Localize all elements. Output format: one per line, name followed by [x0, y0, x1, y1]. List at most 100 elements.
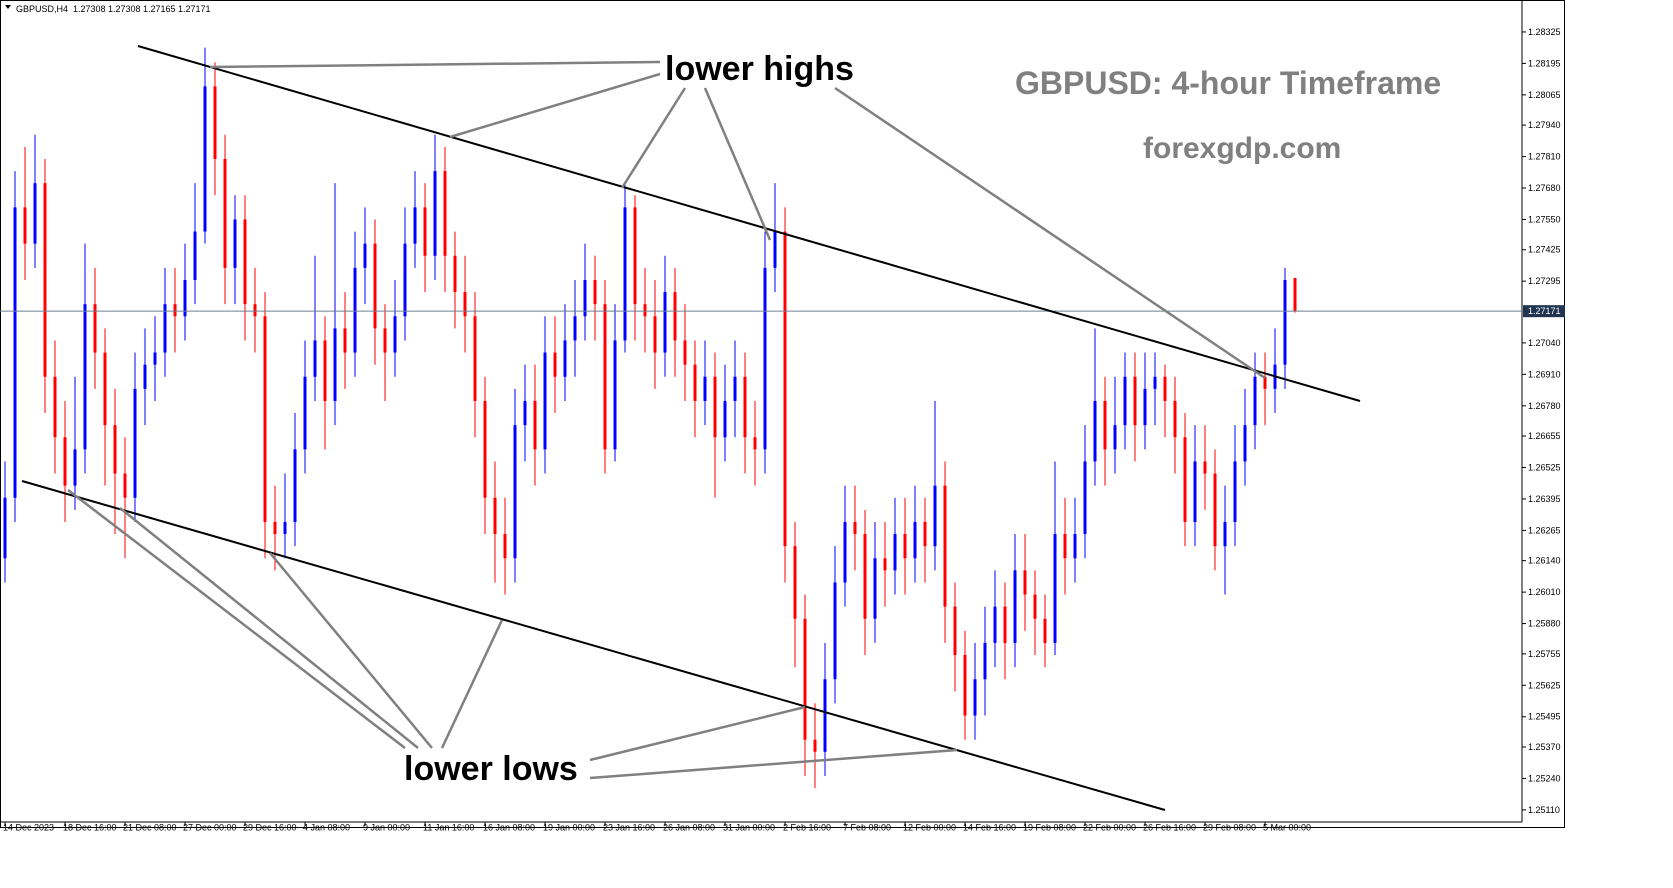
- x-tick-label: 14 Dec 2023: [3, 822, 54, 832]
- candle-body: [693, 364, 697, 401]
- candle-body: [983, 642, 987, 680]
- candle-body: [193, 231, 197, 280]
- candle-body: [313, 340, 317, 377]
- candle-body: [393, 316, 397, 353]
- candle-body: [1143, 388, 1147, 426]
- candle-body: [333, 328, 337, 401]
- candle-body: [343, 328, 347, 353]
- candle-body: [513, 425, 517, 559]
- candle-body: [883, 558, 887, 571]
- y-tick-label: 1.25370: [1528, 742, 1561, 752]
- candle-body: [993, 606, 997, 643]
- candle-body: [803, 618, 807, 740]
- candle-body: [43, 183, 47, 377]
- candle-body: [1153, 376, 1157, 389]
- candle-body: [403, 243, 407, 317]
- y-tick-label: 1.25625: [1528, 680, 1561, 690]
- candle-body: [763, 267, 767, 450]
- candle-body: [973, 679, 977, 716]
- candle-body: [353, 267, 357, 353]
- candle-body: [303, 376, 307, 450]
- candle-body: [903, 534, 907, 559]
- pointer: [269, 552, 433, 749]
- pointer: [209, 60, 661, 69]
- y-tick-label: 1.25240: [1528, 773, 1561, 783]
- y-tick-label: 1.26910: [1528, 369, 1561, 379]
- candle-body: [853, 521, 857, 535]
- candle-body: [453, 255, 457, 293]
- plot: [0, 47, 1522, 789]
- candle-body: [633, 207, 637, 305]
- pointer: [119, 507, 419, 749]
- annotation: lower lows: [404, 750, 578, 788]
- candle-body: [1193, 461, 1197, 522]
- candle-body: [923, 521, 927, 547]
- candle-body: [963, 655, 967, 716]
- chart-frame: [0, 0, 1565, 828]
- x-tick-label: 29 Dec 16:00: [243, 822, 297, 832]
- candle-body: [563, 340, 567, 377]
- candle-body: [73, 449, 77, 486]
- y-tick-label: 1.26265: [1528, 525, 1561, 535]
- candle-body: [1003, 606, 1007, 643]
- candle-body: [483, 400, 487, 498]
- candle-body: [783, 231, 787, 547]
- x-tick-label: 2 Feb 16:00: [783, 822, 831, 832]
- candle-body: [283, 521, 287, 535]
- candle-body: [173, 304, 177, 317]
- candle-body: [1093, 400, 1097, 462]
- x-tick-label: 19 Jan 00:00: [543, 822, 595, 832]
- y-tick-label: 1.25880: [1528, 619, 1561, 629]
- y-tick-label: 1.27550: [1528, 214, 1561, 224]
- y-tick-label: 1.27295: [1528, 276, 1561, 286]
- candle-body: [1263, 376, 1267, 389]
- candle-body: [123, 473, 127, 498]
- candle-body: [1293, 278, 1297, 312]
- candle-body: [493, 497, 497, 535]
- candle-body: [723, 400, 727, 438]
- pointer: [834, 86, 1266, 380]
- candle-body: [933, 485, 937, 547]
- x-tick-label: 27 Dec 00:00: [183, 822, 237, 832]
- x-tick-label: 16 Jan 08:00: [483, 822, 535, 832]
- x-tick-label: 22 Feb 00:00: [1083, 822, 1136, 832]
- candle-body: [183, 279, 187, 317]
- candle-body: [93, 304, 97, 353]
- last-price-box: [1523, 305, 1565, 318]
- candle-body: [1023, 570, 1027, 595]
- y-tick-label: 1.26525: [1528, 463, 1561, 473]
- annotation: lower highs: [665, 50, 854, 88]
- candle-body: [613, 340, 617, 450]
- y-tick-label: 1.28195: [1528, 58, 1561, 68]
- candle-body: [1233, 461, 1237, 522]
- candle-body: [813, 739, 817, 752]
- candle-body: [163, 304, 167, 353]
- pointer: [589, 705, 806, 762]
- candle-body: [463, 292, 467, 317]
- candle-body: [323, 340, 327, 401]
- candle-body: [583, 279, 587, 317]
- candle-body: [223, 158, 227, 268]
- chart-subtitle: forexgdp.com: [1143, 132, 1341, 165]
- x-tick-label: 23 Jan 16:00: [603, 822, 655, 832]
- candle-body: [913, 521, 917, 559]
- candle-body: [63, 437, 67, 486]
- candle-body: [953, 606, 957, 656]
- header-icon: [5, 5, 11, 9]
- candle-body: [1283, 279, 1287, 365]
- candle-body: [113, 425, 117, 474]
- candle-body: [943, 485, 947, 607]
- header-high: 1.27308: [108, 4, 141, 14]
- candle-body: [1033, 594, 1037, 619]
- candle-body: [893, 534, 897, 571]
- candle-body: [843, 521, 847, 583]
- pointer: [703, 87, 772, 241]
- pointer: [589, 748, 958, 780]
- candle-body: [23, 207, 27, 244]
- y-tick-label: 1.26655: [1528, 431, 1561, 441]
- candle-body: [1213, 473, 1217, 547]
- candle-body: [1133, 376, 1137, 426]
- lower-trendline: [21, 480, 1166, 811]
- candle-body: [1103, 400, 1107, 450]
- candle-body: [833, 582, 837, 680]
